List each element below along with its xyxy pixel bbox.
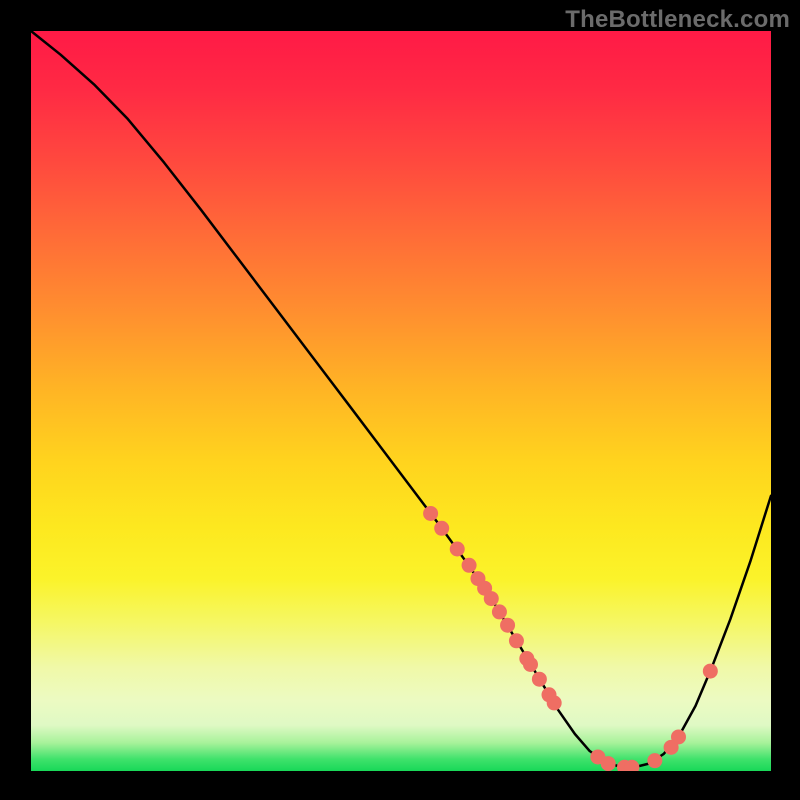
curve-marker xyxy=(509,633,524,648)
plot-area xyxy=(31,31,771,775)
curve-marker xyxy=(484,591,499,606)
curve-marker xyxy=(500,618,515,633)
curve-marker xyxy=(671,729,686,744)
attribution-label: TheBottleneck.com xyxy=(565,6,790,34)
chart-stage: TheBottleneck.com xyxy=(0,0,800,800)
curve-marker xyxy=(492,604,507,619)
bottleneck-chart xyxy=(0,0,800,800)
gradient-background xyxy=(31,31,771,771)
curve-marker xyxy=(434,521,449,536)
curve-marker xyxy=(703,664,718,679)
curve-marker xyxy=(462,558,477,573)
curve-marker xyxy=(423,506,438,521)
curve-marker xyxy=(450,542,465,557)
curve-marker xyxy=(532,672,547,687)
curve-marker xyxy=(523,657,538,672)
curve-marker xyxy=(547,695,562,710)
curve-marker xyxy=(647,753,662,768)
curve-marker xyxy=(601,756,616,771)
